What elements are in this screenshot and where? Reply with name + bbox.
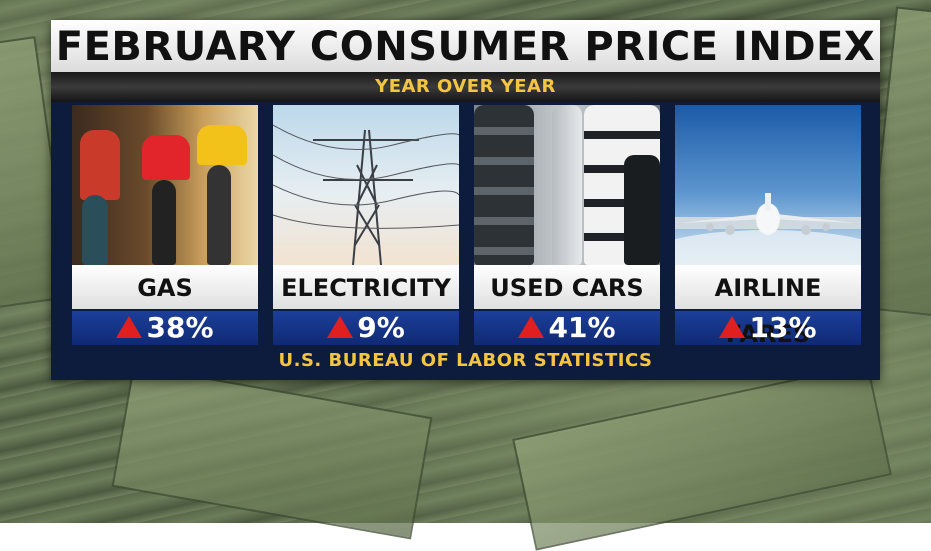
- stat-value: 38%: [146, 311, 214, 344]
- stat-bar: 41%: [474, 309, 660, 345]
- up-arrow-icon: [327, 316, 354, 338]
- up-arrow-icon: [116, 316, 143, 338]
- subtitle-bar: YEAR OVER YEAR: [51, 72, 880, 102]
- car-lot-photo: [474, 105, 660, 265]
- up-arrow-icon: [518, 316, 545, 338]
- airplane-photo: [675, 105, 861, 265]
- card-gas: GAS 38%: [72, 105, 258, 345]
- stat-value: 41%: [548, 311, 616, 344]
- card-electricity: ELECTRICITY 9%: [273, 105, 459, 345]
- stat-bar: 9%: [273, 309, 459, 345]
- cpi-panel: FEBRUARY CONSUMER PRICE INDEX YEAR OVER …: [51, 20, 880, 380]
- card-label: AIRLINE FARES: [675, 265, 861, 348]
- card-airline-fares: AIRLINE FARES 13%: [675, 105, 861, 348]
- stat-value: 13%: [749, 311, 817, 344]
- up-arrow-icon: [719, 316, 746, 338]
- card-label: ELECTRICITY: [273, 265, 459, 309]
- dollar-bill: [111, 364, 433, 540]
- card-used-cars: USED CARS 41%: [474, 105, 660, 345]
- gas-pumps-photo: [72, 105, 258, 265]
- stat-bar: 13%: [675, 309, 861, 345]
- source-credit: U.S. BUREAU OF LABOR STATISTICS: [278, 350, 653, 371]
- power-lines-photo: [273, 105, 459, 265]
- card-label: GAS: [72, 265, 258, 309]
- card-label: USED CARS: [474, 265, 660, 309]
- stat-bar: 38%: [72, 309, 258, 345]
- stat-value: 9%: [357, 311, 405, 344]
- page-title: FEBRUARY CONSUMER PRICE INDEX: [51, 20, 880, 72]
